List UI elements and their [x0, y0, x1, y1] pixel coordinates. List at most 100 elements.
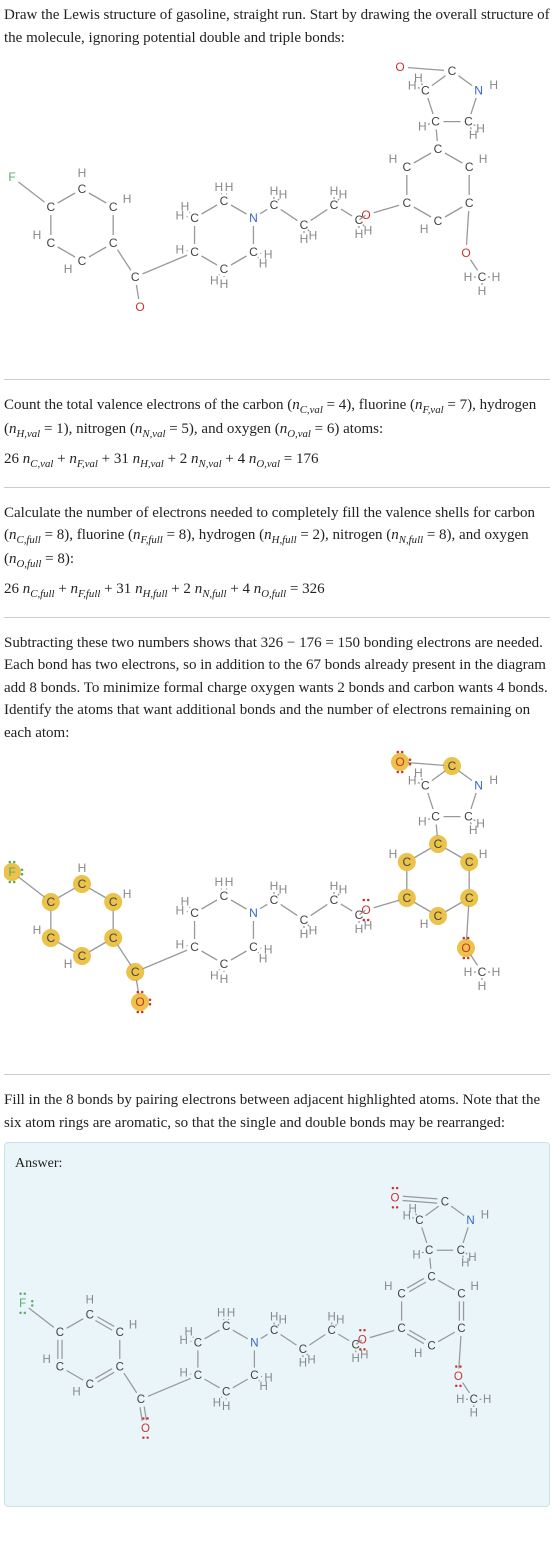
svg-text:C: C	[78, 254, 87, 268]
svg-text:C: C	[457, 1323, 465, 1335]
svg-text:H: H	[328, 1312, 336, 1324]
svg-text:C: C	[78, 877, 87, 891]
svg-text:H: H	[175, 208, 184, 222]
answer-label: Answer:	[15, 1153, 539, 1174]
svg-text:C: C	[190, 906, 199, 920]
svg-text:H: H	[492, 270, 501, 284]
var: nF,val	[415, 397, 444, 413]
svg-text:N: N	[474, 778, 483, 792]
text: = 1), nitrogen (	[40, 421, 135, 437]
svg-text:H: H	[300, 927, 309, 941]
svg-text:H: H	[479, 152, 488, 166]
svg-text:H: H	[330, 184, 339, 198]
svg-text:H: H	[389, 847, 398, 861]
svg-text:C: C	[402, 891, 411, 905]
svg-text:F: F	[19, 1298, 26, 1310]
svg-text:H: H	[64, 262, 73, 276]
svg-text:H: H	[129, 1319, 137, 1331]
svg-text:C: C	[300, 913, 309, 927]
svg-text:O: O	[391, 1193, 400, 1205]
svg-text:H: H	[307, 1355, 315, 1367]
svg-text:H: H	[339, 187, 348, 201]
svg-text:C: C	[434, 214, 443, 228]
svg-text:C: C	[116, 1327, 124, 1339]
svg-text:N: N	[249, 906, 258, 920]
svg-text:H: H	[469, 128, 478, 142]
svg-text:C: C	[457, 1289, 465, 1301]
diagram-answer: CCCCCCHHHHFCOCNCCCCHHHHHHHHHCHHCHHCHHCHH…	[15, 1180, 539, 1490]
svg-text:H: H	[220, 972, 229, 986]
svg-text:H: H	[479, 847, 488, 861]
svg-text:H: H	[78, 861, 87, 875]
svg-text:O: O	[141, 1423, 150, 1435]
svg-text:C: C	[397, 1289, 405, 1301]
svg-text:C: C	[270, 1325, 278, 1337]
svg-text:H: H	[64, 957, 73, 971]
divider-2	[4, 487, 550, 488]
svg-text:C: C	[109, 895, 118, 909]
svg-text:H: H	[414, 71, 423, 85]
svg-text:H: H	[299, 1358, 307, 1370]
svg-text:H: H	[471, 1281, 479, 1293]
svg-text:H: H	[492, 965, 501, 979]
svg-text:C: C	[431, 810, 440, 824]
svg-text:C: C	[109, 236, 118, 250]
svg-text:N: N	[474, 83, 483, 97]
svg-text:H: H	[175, 938, 184, 952]
svg-text:H: H	[270, 184, 279, 198]
svg-text:C: C	[478, 270, 487, 284]
svg-text:C: C	[116, 1362, 124, 1374]
svg-text:H: H	[86, 1294, 94, 1306]
svg-text:C: C	[397, 1323, 405, 1335]
svg-text:H: H	[418, 815, 427, 829]
svg-text:H: H	[264, 943, 273, 957]
svg-text:C: C	[448, 64, 457, 78]
svg-text:H: H	[225, 180, 234, 194]
svg-text:H: H	[180, 1368, 188, 1380]
text: = 5), and oxygen (	[165, 421, 279, 437]
svg-text:C: C	[46, 931, 55, 945]
svg-text:H: H	[227, 1308, 235, 1320]
svg-text:H: H	[123, 887, 132, 901]
svg-text:H: H	[72, 1387, 80, 1399]
svg-text:H: H	[180, 1335, 188, 1347]
svg-text:H: H	[225, 875, 234, 889]
svg-text:H: H	[470, 1408, 478, 1420]
svg-text:C: C	[131, 270, 140, 284]
svg-text:C: C	[415, 1215, 423, 1227]
svg-text:C: C	[402, 160, 411, 174]
var: nH,val	[9, 421, 40, 437]
svg-text:H: H	[42, 1354, 50, 1366]
svg-text:C: C	[402, 196, 411, 210]
svg-text:C: C	[299, 1344, 307, 1356]
svg-text:O: O	[461, 246, 470, 260]
svg-text:C: C	[441, 1197, 449, 1209]
svg-text:H: H	[489, 78, 498, 92]
svg-text:N: N	[466, 1215, 474, 1227]
svg-text:H: H	[389, 152, 398, 166]
svg-text:O: O	[135, 995, 144, 1009]
svg-text:C: C	[330, 198, 339, 212]
svg-text:H: H	[355, 922, 364, 936]
svg-text:C: C	[465, 160, 474, 174]
svg-text:H: H	[360, 1350, 368, 1362]
divider-4	[4, 1074, 550, 1075]
svg-text:C: C	[222, 1387, 230, 1399]
text: Count the total valence electrons of the…	[4, 397, 292, 413]
svg-text:H: H	[384, 1281, 392, 1293]
svg-text:C: C	[448, 759, 457, 773]
svg-text:H: H	[78, 166, 87, 180]
svg-text:H: H	[210, 969, 219, 983]
svg-text:C: C	[464, 115, 473, 129]
intro-paragraph: Draw the Lewis structure of gasoline, st…	[4, 4, 550, 49]
valence-paragraph: Count the total valence electrons of the…	[4, 394, 550, 442]
divider-3	[4, 617, 550, 618]
var: nC,val	[292, 397, 323, 413]
svg-text:H: H	[309, 924, 318, 938]
svg-text:C: C	[328, 1325, 336, 1337]
svg-text:C: C	[465, 891, 474, 905]
svg-text:H: H	[213, 1398, 221, 1410]
svg-text:H: H	[215, 875, 224, 889]
svg-text:C: C	[470, 1394, 478, 1406]
svg-text:C: C	[434, 142, 443, 156]
